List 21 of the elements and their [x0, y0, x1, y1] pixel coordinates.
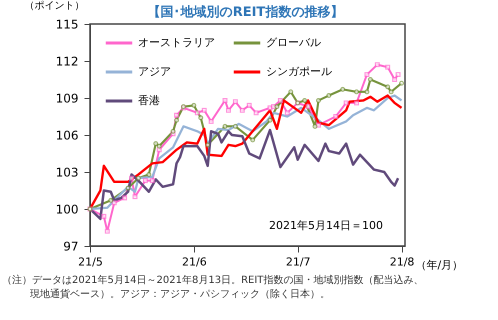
legend-label: アジア	[138, 65, 171, 78]
y-tick-label: 109	[56, 92, 78, 106]
y-tick-label: 106	[56, 128, 78, 142]
legend-label: 香港	[138, 94, 160, 107]
y-tick-label: 103	[56, 166, 78, 180]
y-tick-label: 112	[56, 54, 78, 68]
chart-title: 【国･地域別のREIT指数の推移】	[148, 4, 344, 20]
y-axis-title: （ポイント）	[24, 0, 84, 12]
y-tick-label: 115	[56, 18, 78, 32]
annotation: 2021年5月14日＝100	[269, 219, 383, 232]
legend-label: グローバル	[266, 36, 321, 49]
y-tick-label: 100	[56, 202, 78, 216]
x-tick-label: 21/6	[182, 256, 207, 268]
legend-label: オーストラリア	[138, 36, 215, 49]
x-tick-label: 21/7	[286, 256, 311, 268]
x-tick-label: 21/5	[78, 256, 103, 268]
x-axis-title: （年/月）	[416, 258, 464, 272]
x-tick-label: 21/8	[390, 256, 414, 268]
text: （注）データは2021年5月14日～2021年8月13日。REIT指数の国・地域別指数（配当込み、現地通貨ベース）。アジア：アジア・パシフィック（除く日本）。	[2, 274, 424, 300]
y-tick-label: 97	[63, 240, 78, 254]
legend-label: シンガポール	[266, 65, 332, 78]
